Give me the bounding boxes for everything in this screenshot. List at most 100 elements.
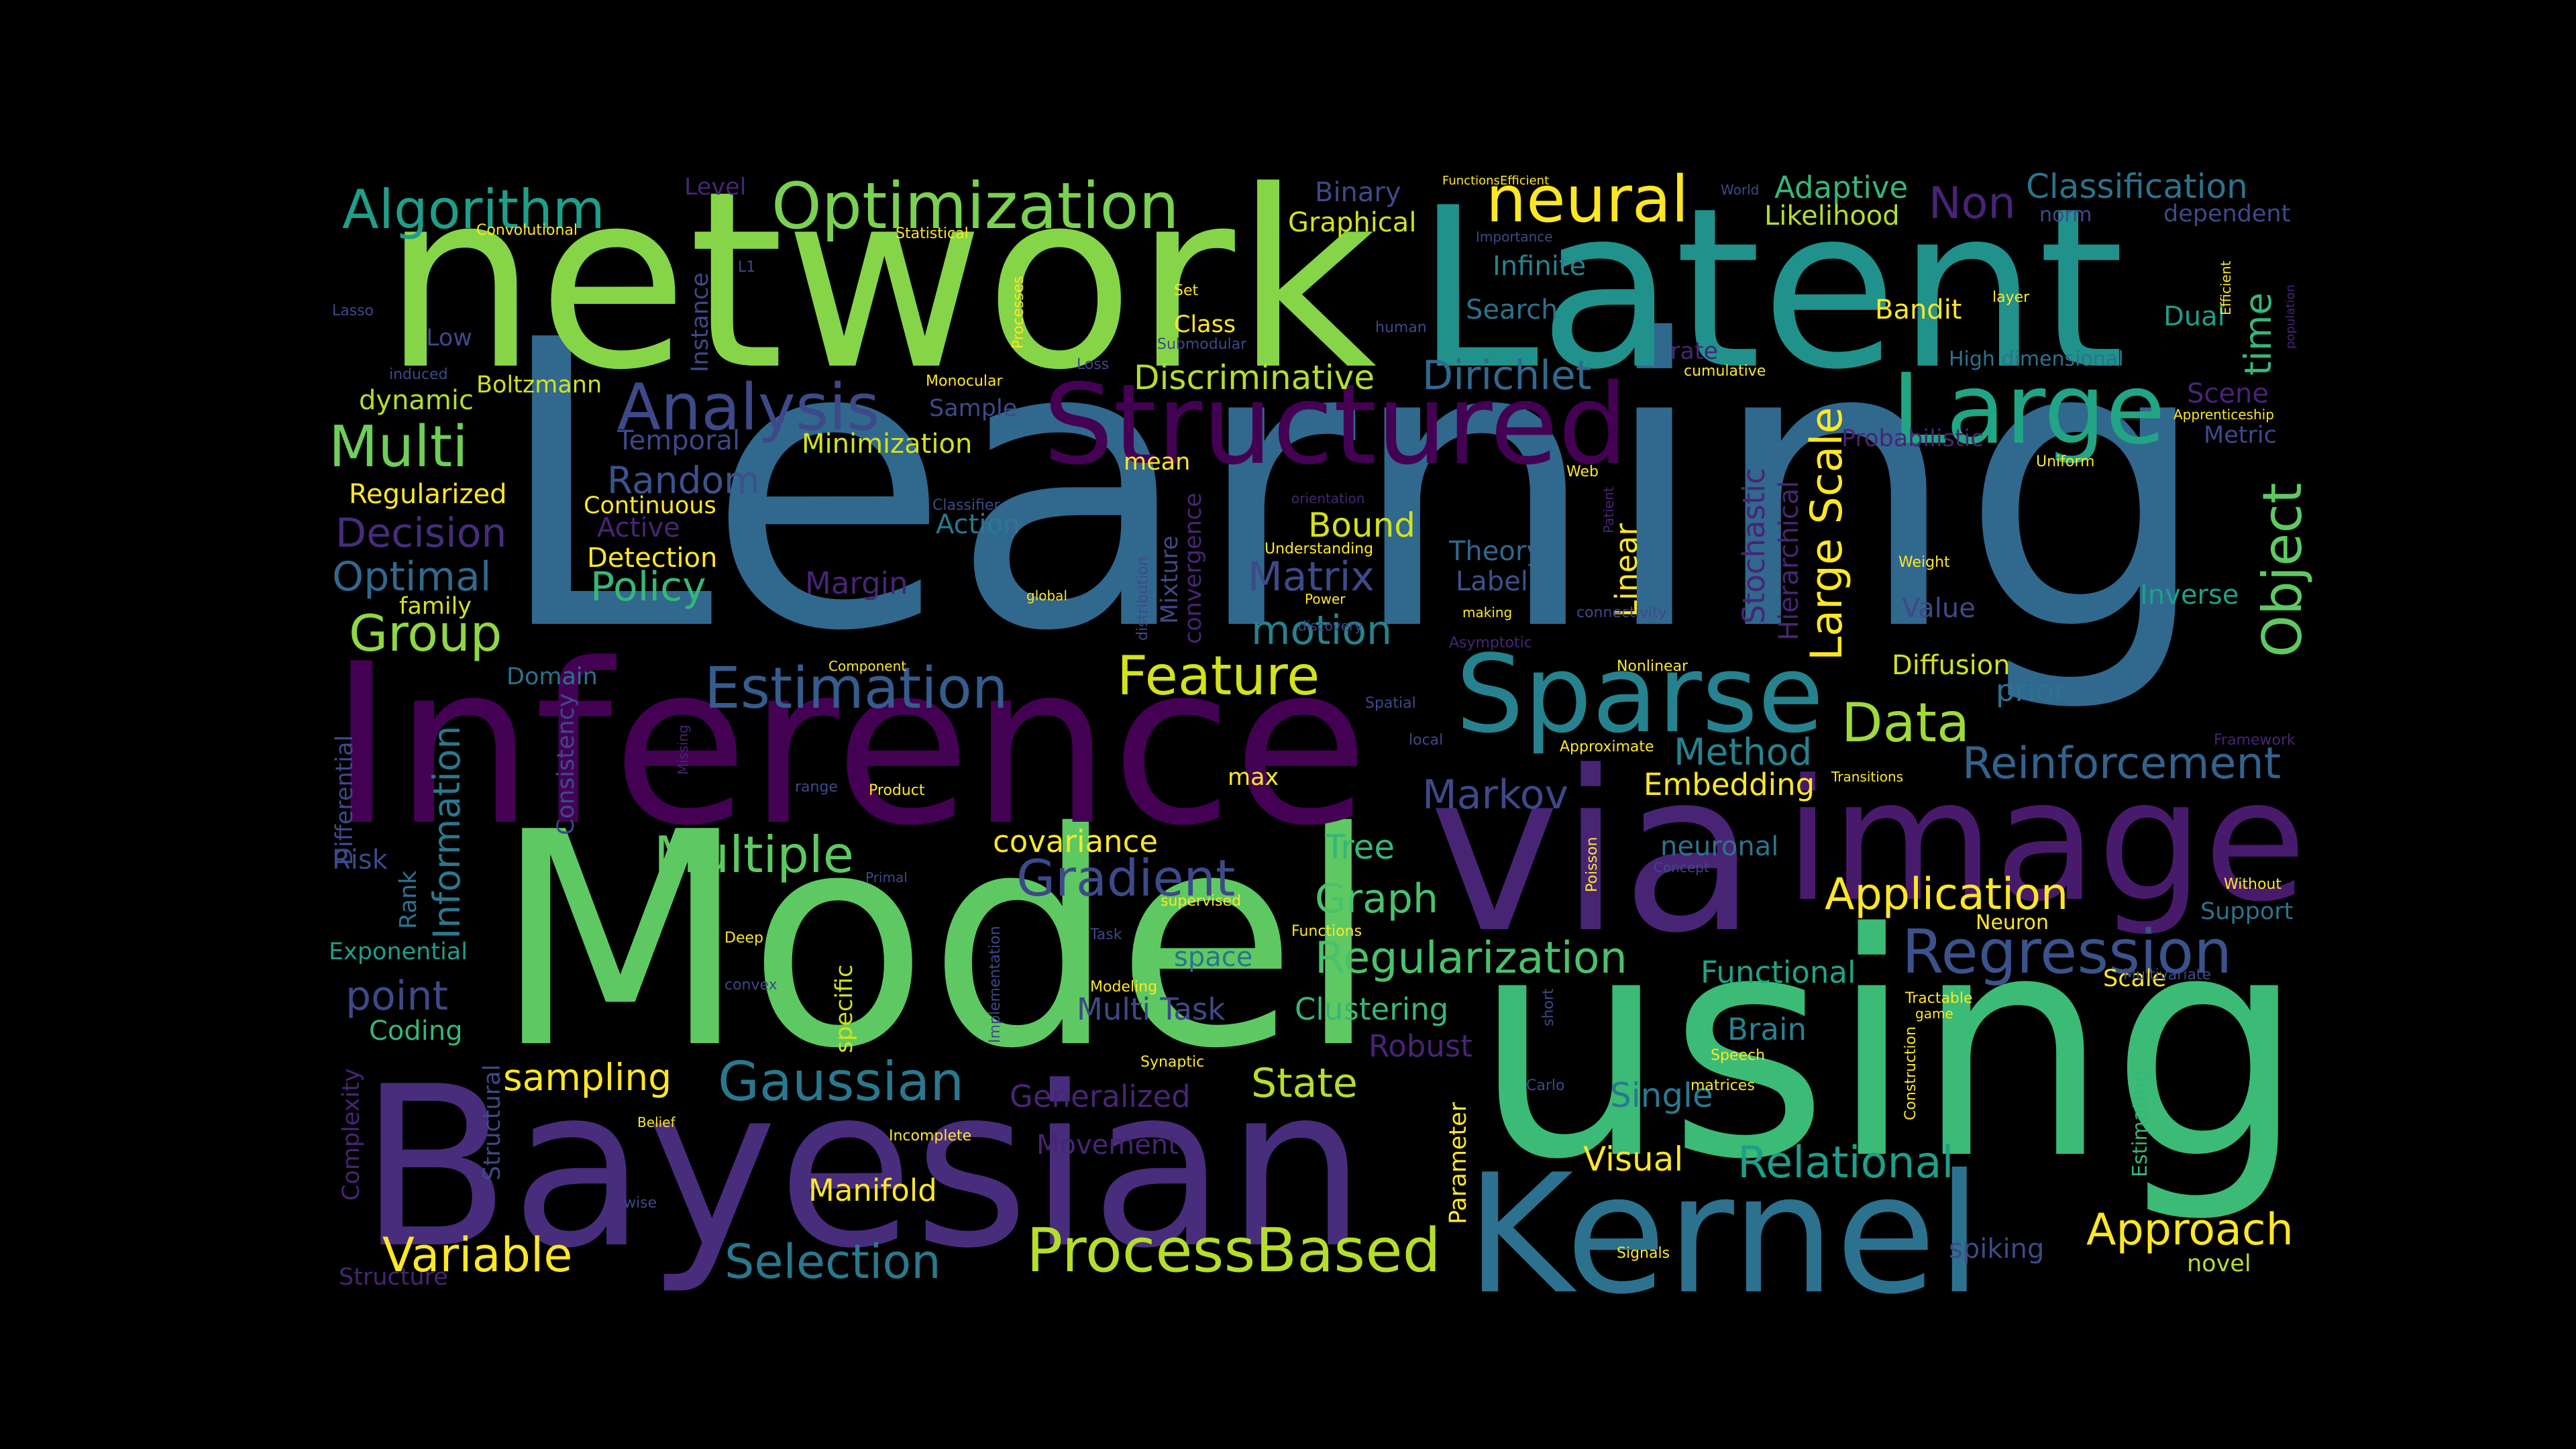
- word-regularized: Regularized: [349, 479, 507, 510]
- word-boltzmann: Boltzmann: [476, 372, 602, 398]
- word-mean: mean: [1124, 449, 1190, 476]
- word-optimal: Optimal: [332, 553, 491, 600]
- word-sample: Sample: [929, 395, 1017, 422]
- word-world: World: [1721, 182, 1759, 198]
- word-domain: Domain: [506, 663, 598, 690]
- word-space: space: [1174, 942, 1252, 973]
- word-point: point: [345, 973, 448, 1020]
- word-large: Large: [1892, 353, 2165, 466]
- word-supervised: supervised: [1161, 893, 1241, 910]
- word-deep: Deep: [724, 930, 763, 947]
- word-l1: L1: [738, 259, 755, 276]
- word-structure: Structure: [339, 1264, 448, 1291]
- word-construction: Construction: [1902, 1026, 1919, 1120]
- word-scale: Scale: [2103, 965, 2166, 992]
- word-data: Data: [1841, 692, 1970, 754]
- word-label: Label: [1456, 566, 1528, 597]
- word-transitions: Transitions: [1831, 769, 1903, 785]
- word-signals: Signals: [1617, 1245, 1670, 1262]
- word-wise: wise: [624, 1195, 657, 1212]
- word-detection: Detection: [587, 543, 717, 574]
- word-local: local: [1409, 732, 1443, 749]
- word-speech: Speech: [1711, 1047, 1765, 1064]
- word-network: network: [382, 139, 1377, 424]
- word-synaptic: Synaptic: [1140, 1054, 1204, 1071]
- word-model: Model: [493, 769, 1379, 1113]
- word-variable: Variable: [382, 1228, 572, 1283]
- word-movement: Movement: [1036, 1130, 1179, 1161]
- word-graph: Graph: [1315, 875, 1438, 922]
- word-gaussian: Gaussian: [718, 1051, 964, 1113]
- word-using: using: [1472, 868, 2306, 1227]
- word-multiple: Multiple: [654, 825, 854, 884]
- word-active: Active: [597, 513, 680, 543]
- word-layer: layer: [1992, 289, 2030, 306]
- word-method: Method: [1674, 731, 1812, 773]
- word-feature: Feature: [1117, 645, 1320, 707]
- word-parameter: Parameter: [1445, 1102, 1472, 1224]
- word-complexity: Complexity: [338, 1068, 365, 1201]
- word-single: Single: [1610, 1076, 1713, 1115]
- word-matrix: Matrix: [1248, 553, 1375, 600]
- word-relational: Relational: [1737, 1138, 1954, 1188]
- word-spatial: Spatial: [1365, 695, 1416, 712]
- word-bayesian: Bayesian: [359, 1039, 1366, 1297]
- word-covariance: covariance: [993, 824, 1158, 859]
- word-statistical: Statistical: [896, 225, 969, 242]
- word-graphical: Graphical: [1288, 207, 1416, 238]
- word-class: Class: [1174, 311, 1236, 338]
- word-risk: Risk: [332, 845, 388, 875]
- word-prior: prior: [1996, 673, 2067, 708]
- word-brain: Brain: [1727, 1012, 1807, 1047]
- word-game: game: [1915, 1006, 1953, 1022]
- word-apprenticeship: Apprenticeship: [2174, 407, 2274, 423]
- word-application: Application: [1825, 869, 2068, 920]
- word-gradient: Gradient: [1016, 849, 1235, 908]
- word-understanding: Understanding: [1265, 541, 1373, 557]
- word-classifier: Classifier: [932, 497, 1000, 514]
- word-spiking: spiking: [1949, 1234, 2044, 1265]
- word-human: human: [1375, 319, 1427, 336]
- word-concept: Concept: [1654, 859, 1709, 875]
- word-approach: Approach: [2086, 1205, 2294, 1255]
- word-convolutional: Convolutional: [476, 222, 578, 239]
- word-carlo: Carlo: [1526, 1077, 1564, 1094]
- word-framework: Framework: [2214, 732, 2296, 749]
- word-population: population: [2284, 284, 2298, 349]
- word-inverse: Inverse: [2140, 580, 2239, 610]
- word-cumulative: cumulative: [1684, 363, 1766, 380]
- word-asymptotic: Asymptotic: [1449, 635, 1532, 651]
- word-nonlinear: Nonlinear: [1617, 658, 1688, 675]
- word-multi: Multi: [329, 414, 468, 480]
- word-structured: Structured: [1043, 360, 1628, 489]
- word-primal: Primal: [865, 869, 908, 885]
- word-regression: Regression: [1902, 917, 2232, 987]
- word-selection: Selection: [724, 1234, 941, 1289]
- word-exponential: Exponential: [329, 938, 468, 965]
- word-functional: Functional: [1701, 955, 1856, 990]
- word-visual: Visual: [1583, 1140, 1683, 1179]
- word-range: range: [795, 779, 838, 796]
- word-diffusion: Diffusion: [1892, 650, 2010, 681]
- word-approximate: Approximate: [1560, 739, 1654, 755]
- word-rate: rate: [1670, 338, 1718, 365]
- word-policy: Policy: [590, 564, 706, 610]
- word-algorithm: Algorithm: [342, 178, 605, 241]
- word-modeling: Modeling: [1090, 979, 1157, 996]
- word-multi-task: Multi Task: [1077, 991, 1225, 1027]
- word-distribution: distribution: [1134, 557, 1151, 641]
- word-dependent: dependent: [2163, 201, 2290, 227]
- word-estimation: Estimation: [704, 655, 1008, 722]
- word-adaptive: Adaptive: [1774, 170, 1908, 205]
- word-sparse: Sparse: [1456, 631, 1824, 757]
- word-component: Component: [828, 658, 906, 674]
- word-bound: Bound: [1308, 506, 1415, 545]
- word-rank: Rank: [395, 870, 422, 929]
- word-group: Learning Model using network Inference Bayesi…: [329, 139, 2314, 1330]
- word-reinforcement: Reinforcement: [1962, 739, 2281, 789]
- word-consistency: Consistency: [553, 693, 580, 835]
- word-scene: Scene: [2187, 378, 2269, 409]
- word-without: Without: [2224, 876, 2282, 893]
- word-non: Non: [1929, 178, 2016, 229]
